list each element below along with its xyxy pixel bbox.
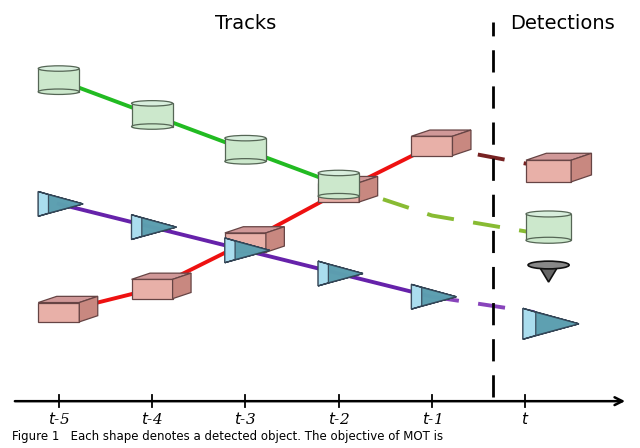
Ellipse shape <box>318 170 359 176</box>
Polygon shape <box>571 153 591 182</box>
Polygon shape <box>412 136 452 155</box>
Polygon shape <box>173 273 191 299</box>
Polygon shape <box>412 284 422 309</box>
Ellipse shape <box>38 66 79 71</box>
Polygon shape <box>318 177 378 183</box>
Polygon shape <box>318 261 328 286</box>
Polygon shape <box>526 160 571 182</box>
Text: Figure 1   Each shape denotes a detected object. The objective of MOT is: Figure 1 Each shape denotes a detected o… <box>12 430 444 443</box>
Polygon shape <box>412 284 456 309</box>
Polygon shape <box>38 192 83 204</box>
Polygon shape <box>38 192 49 216</box>
Polygon shape <box>359 177 378 202</box>
Ellipse shape <box>526 211 571 217</box>
Polygon shape <box>523 308 579 324</box>
Polygon shape <box>412 284 456 297</box>
Polygon shape <box>318 261 363 286</box>
Polygon shape <box>132 215 176 240</box>
Polygon shape <box>132 103 173 126</box>
Polygon shape <box>38 192 83 216</box>
Polygon shape <box>225 238 269 250</box>
Polygon shape <box>318 261 363 274</box>
Text: $t$: $t$ <box>521 411 529 427</box>
Polygon shape <box>235 241 269 259</box>
Polygon shape <box>225 238 235 263</box>
Polygon shape <box>49 194 83 213</box>
Polygon shape <box>526 214 571 240</box>
Polygon shape <box>523 308 536 339</box>
Polygon shape <box>132 280 173 299</box>
Polygon shape <box>523 324 579 339</box>
Polygon shape <box>526 153 591 160</box>
Ellipse shape <box>132 124 173 129</box>
Polygon shape <box>225 227 284 233</box>
Polygon shape <box>132 215 176 227</box>
Ellipse shape <box>38 89 79 95</box>
Polygon shape <box>132 227 176 240</box>
Text: Detections: Detections <box>510 14 615 34</box>
Polygon shape <box>132 273 191 280</box>
Polygon shape <box>318 274 363 286</box>
Polygon shape <box>38 297 98 302</box>
Polygon shape <box>225 238 269 263</box>
Polygon shape <box>538 265 559 282</box>
Polygon shape <box>328 264 363 283</box>
Text: Tracks: Tracks <box>215 14 276 34</box>
Ellipse shape <box>225 135 266 141</box>
Text: $t$-4: $t$-4 <box>141 411 163 427</box>
Text: $t$-1: $t$-1 <box>422 411 442 427</box>
Polygon shape <box>523 308 579 339</box>
Polygon shape <box>318 183 359 202</box>
Polygon shape <box>38 302 79 322</box>
Polygon shape <box>142 218 176 237</box>
Ellipse shape <box>225 159 266 164</box>
Polygon shape <box>412 130 471 136</box>
Text: $t$-2: $t$-2 <box>328 411 349 427</box>
Polygon shape <box>422 288 456 306</box>
Polygon shape <box>318 173 359 196</box>
Polygon shape <box>225 250 269 263</box>
Text: $t$-5: $t$-5 <box>48 411 70 427</box>
Polygon shape <box>412 297 456 309</box>
Polygon shape <box>79 297 98 322</box>
Ellipse shape <box>132 101 173 106</box>
Polygon shape <box>225 138 266 161</box>
Polygon shape <box>38 204 83 216</box>
Text: $t$-3: $t$-3 <box>234 411 257 427</box>
Polygon shape <box>132 215 142 240</box>
Polygon shape <box>225 233 266 252</box>
Ellipse shape <box>526 237 571 243</box>
Polygon shape <box>266 227 284 252</box>
Polygon shape <box>452 130 471 155</box>
Ellipse shape <box>528 261 569 269</box>
Polygon shape <box>38 69 79 92</box>
Polygon shape <box>536 312 579 336</box>
Ellipse shape <box>318 194 359 199</box>
